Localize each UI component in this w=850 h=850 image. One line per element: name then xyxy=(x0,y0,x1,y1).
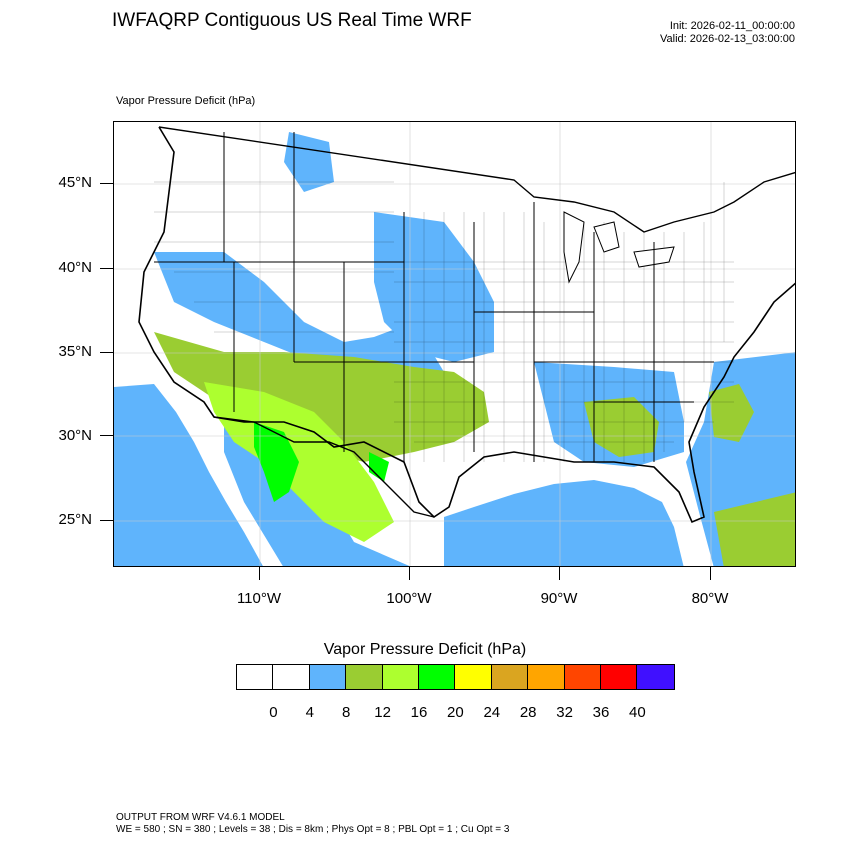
colorbar-tick-label: 32 xyxy=(556,704,573,721)
footer-config-line: WE = 580 ; SN = 380 ; Levels = 38 ; Dis … xyxy=(116,824,510,835)
lat-tick xyxy=(100,183,113,184)
colorbar-tick-label: 20 xyxy=(447,704,464,721)
lat-tick xyxy=(100,435,113,436)
us-coastline-border xyxy=(138,126,795,524)
colorbar-tick-label: 8 xyxy=(342,704,351,721)
olive-shading-southwest xyxy=(154,332,489,462)
lon-tick xyxy=(259,567,260,580)
colorbar-swatch xyxy=(309,665,347,689)
colorbar-swatch xyxy=(346,665,383,689)
lat-tick xyxy=(100,352,113,353)
colorbar-tick-label: 12 xyxy=(374,704,391,721)
gulf-ocean-shading xyxy=(444,480,684,566)
colorbar-swatch xyxy=(637,665,674,689)
lon-label-90w: 90°W xyxy=(540,590,578,607)
lat-label-25n: 25°N xyxy=(58,511,92,528)
colorbar-tick-label: 24 xyxy=(483,704,501,721)
colorbar-tick-label: 16 xyxy=(410,704,428,721)
colorbar-swatch xyxy=(528,665,565,689)
lat-label-35n: 35°N xyxy=(58,343,92,360)
colorbar-tick-label: 28 xyxy=(519,704,537,721)
blue-shading-west xyxy=(154,252,444,392)
lon-tick xyxy=(710,567,711,580)
lon-label-110w: 110°W xyxy=(236,590,282,607)
canada-border xyxy=(158,126,795,233)
mexico-border xyxy=(213,416,435,518)
colorbar-swatch xyxy=(418,665,456,689)
blue-shading-northwest xyxy=(284,132,334,192)
colorbar-swatch xyxy=(491,665,529,689)
lat-label-30n: 30°N xyxy=(58,427,92,444)
green-shading-sonora xyxy=(254,422,299,502)
map-title: IWFAQRP Contiguous US Real Time WRF xyxy=(112,10,472,31)
field-label: Vapor Pressure Deficit (hPa) xyxy=(116,95,256,107)
lon-tick xyxy=(409,567,410,580)
lat-tick xyxy=(100,520,113,521)
colorbar-tick-label: 0 xyxy=(269,704,278,721)
colorbar-tick-label: 4 xyxy=(305,704,314,721)
caribbean-olive-patch xyxy=(714,492,795,566)
colorbar-swatch xyxy=(273,665,310,689)
state-boundaries xyxy=(154,132,714,462)
lon-label-100w: 100°W xyxy=(386,590,432,607)
colorbar-swatch xyxy=(564,665,601,689)
colorbar-tick-label: 36 xyxy=(592,704,610,721)
colorbar-tick-label: 40 xyxy=(629,704,646,721)
green-shading-texas-edge xyxy=(369,452,389,482)
init-time-label: Init: 2026-02-11_00:00:00 xyxy=(669,20,795,32)
atlantic-olive-patch xyxy=(709,384,754,442)
lat-tick xyxy=(100,268,113,269)
valid-time-label: Valid: 2026-02-13_03:00:00 xyxy=(660,33,795,45)
colorbar-swatch xyxy=(382,665,419,689)
lon-label-80w: 80°W xyxy=(691,590,729,607)
map-panel xyxy=(113,121,796,567)
colorbar-swatch xyxy=(237,665,274,689)
lon-tick xyxy=(559,567,560,580)
lat-label-40n: 40°N xyxy=(58,259,92,276)
colorbar-swatch xyxy=(455,665,492,689)
colorbar-title: Vapor Pressure Deficit (hPa) xyxy=(323,641,527,658)
graticule-lines xyxy=(114,122,795,566)
footer-model-line: OUTPUT FROM WRF V4.6.1 MODEL xyxy=(116,812,285,823)
lat-label-45n: 45°N xyxy=(58,174,92,191)
colorbar xyxy=(236,664,675,690)
pacific-ocean-shading xyxy=(114,384,263,566)
map-canvas xyxy=(114,122,795,566)
colorbar-swatch xyxy=(600,665,638,689)
great-lakes-outline xyxy=(563,211,675,284)
